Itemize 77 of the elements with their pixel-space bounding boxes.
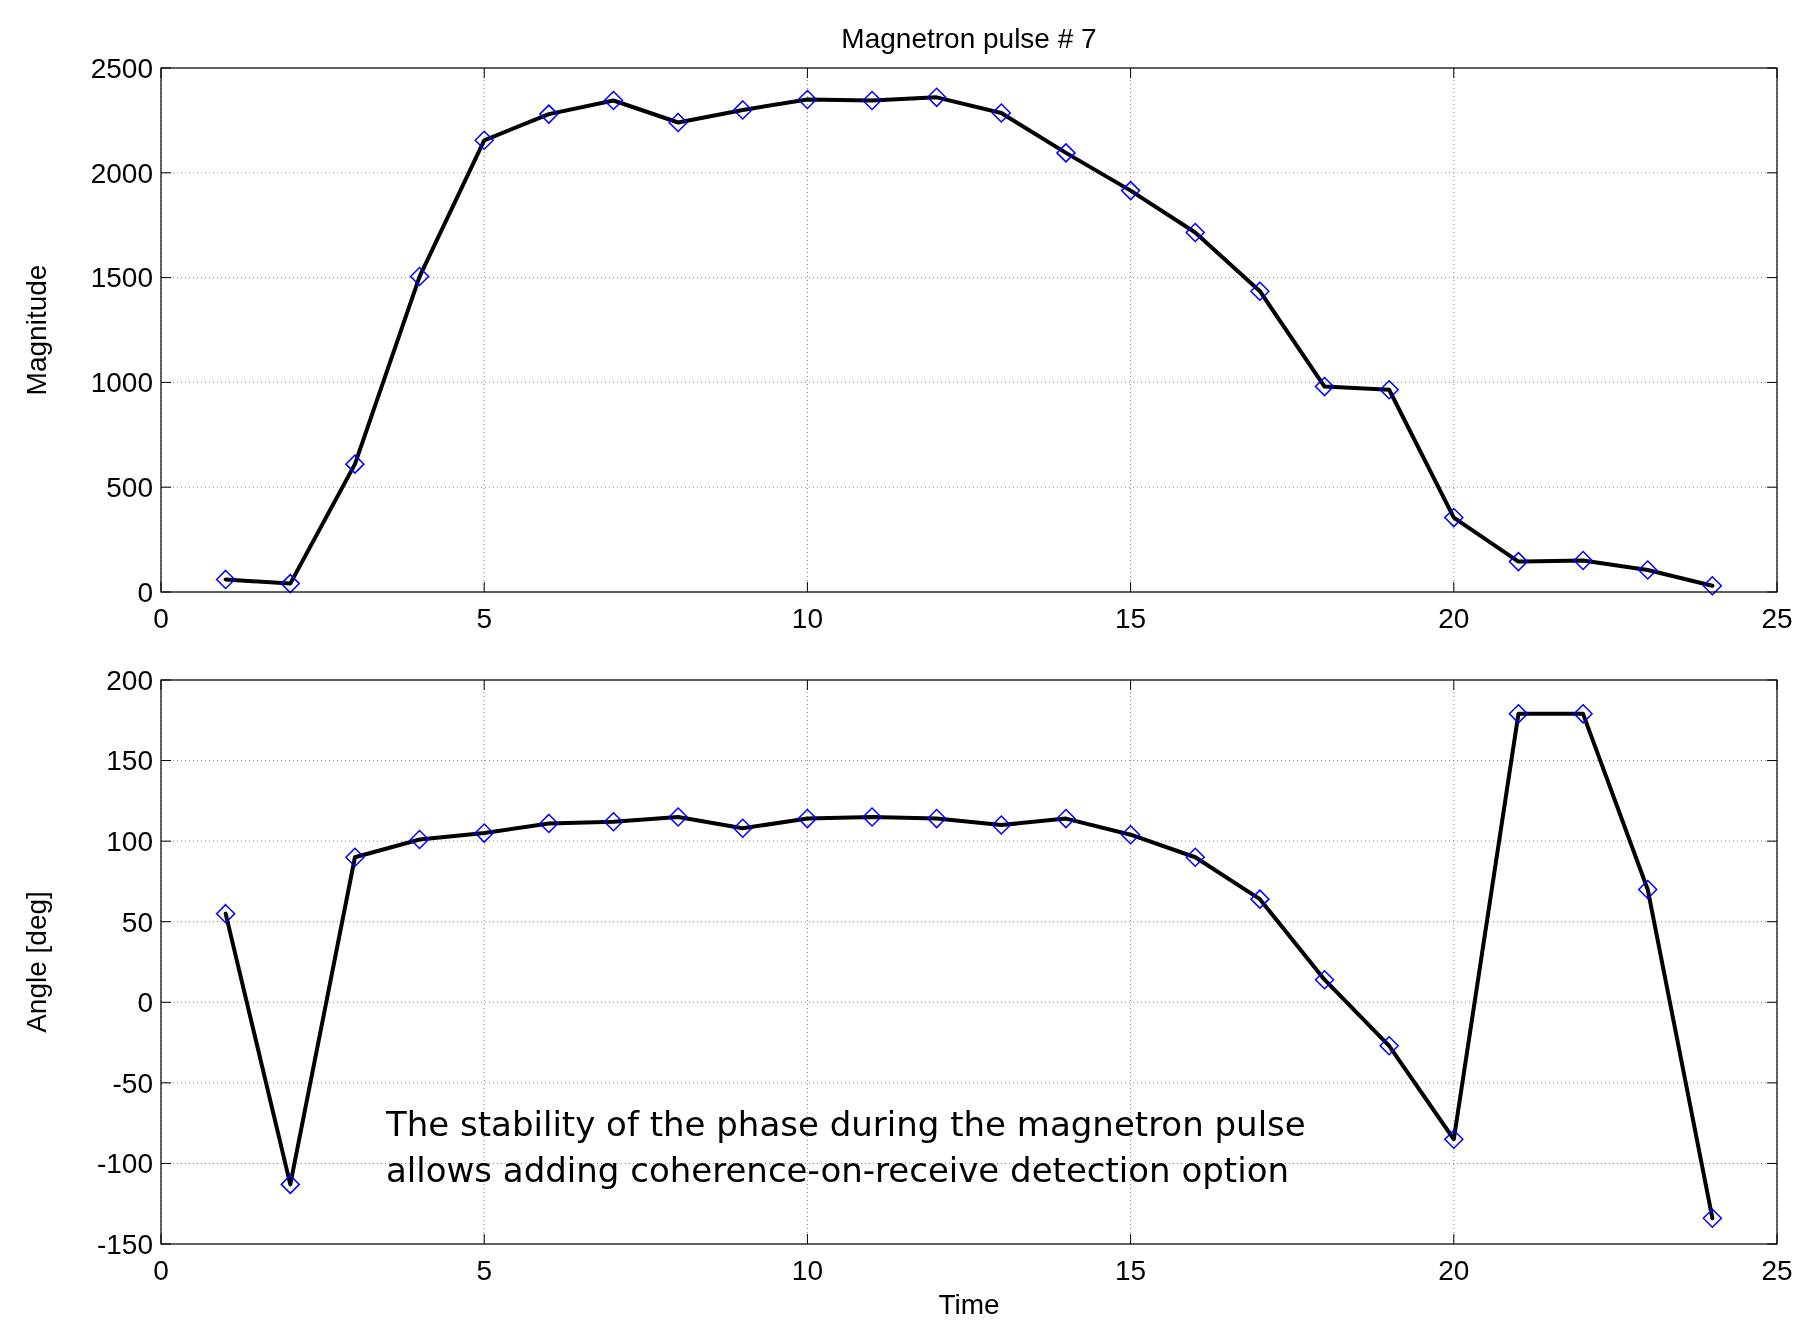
y-axis-title: Magnitude xyxy=(21,264,52,396)
point xyxy=(1637,879,1658,900)
point xyxy=(215,569,236,590)
y-tick-label: 2000 xyxy=(90,157,153,189)
point xyxy=(1444,507,1464,528)
point xyxy=(991,103,1012,123)
point xyxy=(1702,575,1723,596)
point xyxy=(1573,704,1593,724)
x-tick-label: 20 xyxy=(1438,603,1470,634)
y-tick-label: 0 xyxy=(137,576,153,608)
y-tick-label: 500 xyxy=(106,472,153,503)
point xyxy=(1314,376,1335,397)
y-tick-label: -150 xyxy=(96,1228,153,1260)
point xyxy=(409,829,430,850)
point xyxy=(797,89,818,110)
y-tick-label: 1500 xyxy=(90,262,153,294)
point xyxy=(1444,1129,1464,1150)
y-axis-title: Angle [deg] xyxy=(21,891,52,1033)
point xyxy=(1637,560,1658,580)
point xyxy=(474,823,494,843)
point xyxy=(280,573,301,594)
point xyxy=(1120,824,1141,845)
point xyxy=(668,807,688,827)
annotation: The stability of the phase during the magnetron pulse allows adding coherence-on-receive detection option xyxy=(385,1104,1306,1190)
point xyxy=(1379,1036,1399,1056)
point xyxy=(991,815,1012,835)
point xyxy=(539,104,559,124)
point xyxy=(345,847,365,868)
point xyxy=(1702,1208,1723,1228)
x-axis-title: Time xyxy=(938,1289,1000,1320)
y-tick-label: 50 xyxy=(121,906,153,938)
point xyxy=(1573,550,1593,571)
x-tick-label: 10 xyxy=(791,603,823,634)
point xyxy=(668,112,688,133)
point xyxy=(926,87,947,108)
point xyxy=(1185,222,1205,243)
y-tick-label: -50 xyxy=(112,1067,153,1099)
y-tick-label: -100 xyxy=(96,1148,153,1180)
x-tick-label: 20 xyxy=(1438,1255,1470,1286)
point xyxy=(1508,551,1529,572)
point xyxy=(539,813,559,834)
x-tick-label: 15 xyxy=(1115,603,1147,634)
point xyxy=(733,100,753,120)
x-tick-label: 15 xyxy=(1115,1255,1147,1286)
point xyxy=(280,1174,301,1195)
y-tick-label: 150 xyxy=(106,745,153,777)
point xyxy=(1250,281,1270,301)
point xyxy=(603,90,624,111)
y-tick-label: 2500 xyxy=(90,52,153,84)
point xyxy=(1250,889,1270,909)
point xyxy=(474,130,494,151)
x-tick-label: 25 xyxy=(1761,1255,1793,1286)
y-tick-label: 100 xyxy=(106,825,153,857)
point xyxy=(1314,969,1335,990)
x-tick-label: 5 xyxy=(476,603,492,634)
point xyxy=(1379,379,1399,400)
chart-title: Magnetron pulse # 7 xyxy=(841,23,1097,54)
y-tick-label: 200 xyxy=(106,664,153,696)
x-tick-label: 25 xyxy=(1761,603,1793,634)
point xyxy=(1508,704,1529,724)
point xyxy=(603,812,624,832)
x-tick-label: 5 xyxy=(476,1255,492,1286)
point xyxy=(733,818,753,838)
point xyxy=(1056,808,1076,829)
point xyxy=(1185,847,1205,868)
point xyxy=(1120,180,1141,201)
point xyxy=(345,454,365,474)
point xyxy=(797,808,818,829)
y-tick-label: 0 xyxy=(137,987,153,1019)
x-tick-label: 10 xyxy=(791,1255,823,1286)
point xyxy=(1056,143,1076,163)
point xyxy=(862,90,882,111)
point xyxy=(862,807,882,827)
point xyxy=(409,266,430,287)
y-tick-label: 1000 xyxy=(90,367,153,399)
point xyxy=(215,903,236,924)
point xyxy=(926,808,947,829)
